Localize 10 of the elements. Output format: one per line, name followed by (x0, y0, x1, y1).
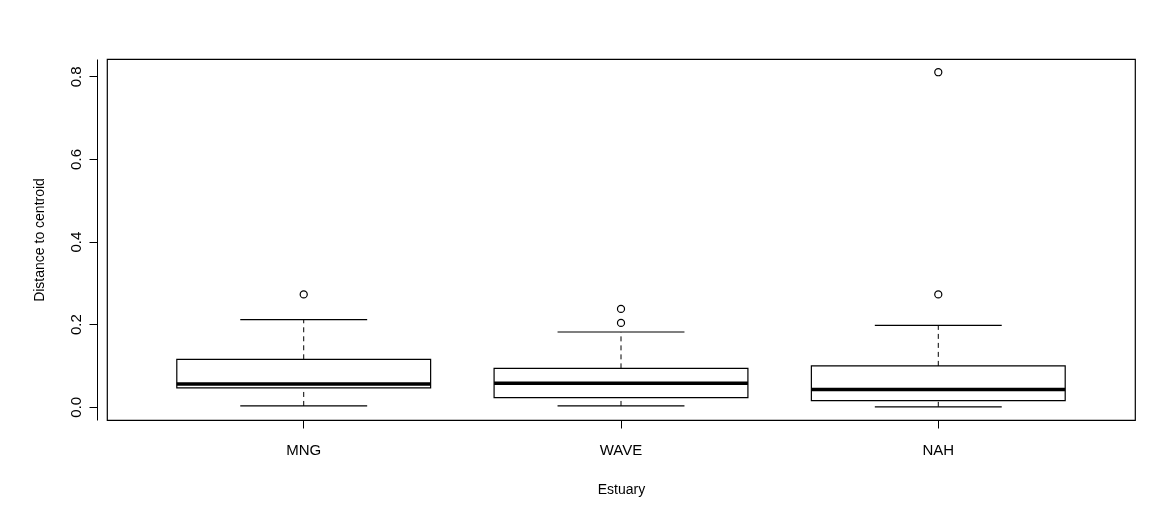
y-tick-label: 0.0 (66, 396, 84, 418)
x-tick-label: WAVE (599, 440, 643, 458)
y-tick-label: 0.8 (66, 66, 84, 88)
y-tick-label: 0.4 (66, 231, 84, 253)
x-tick-label: NAH (922, 440, 955, 458)
x-tick-label: MNG (286, 440, 322, 458)
y-axis-title: Distance to centroid (30, 178, 47, 302)
y-tick-label: 0.2 (66, 314, 84, 336)
y-tick-label: 0.6 (66, 149, 84, 170)
x-axis-title: Estuary (597, 480, 646, 497)
